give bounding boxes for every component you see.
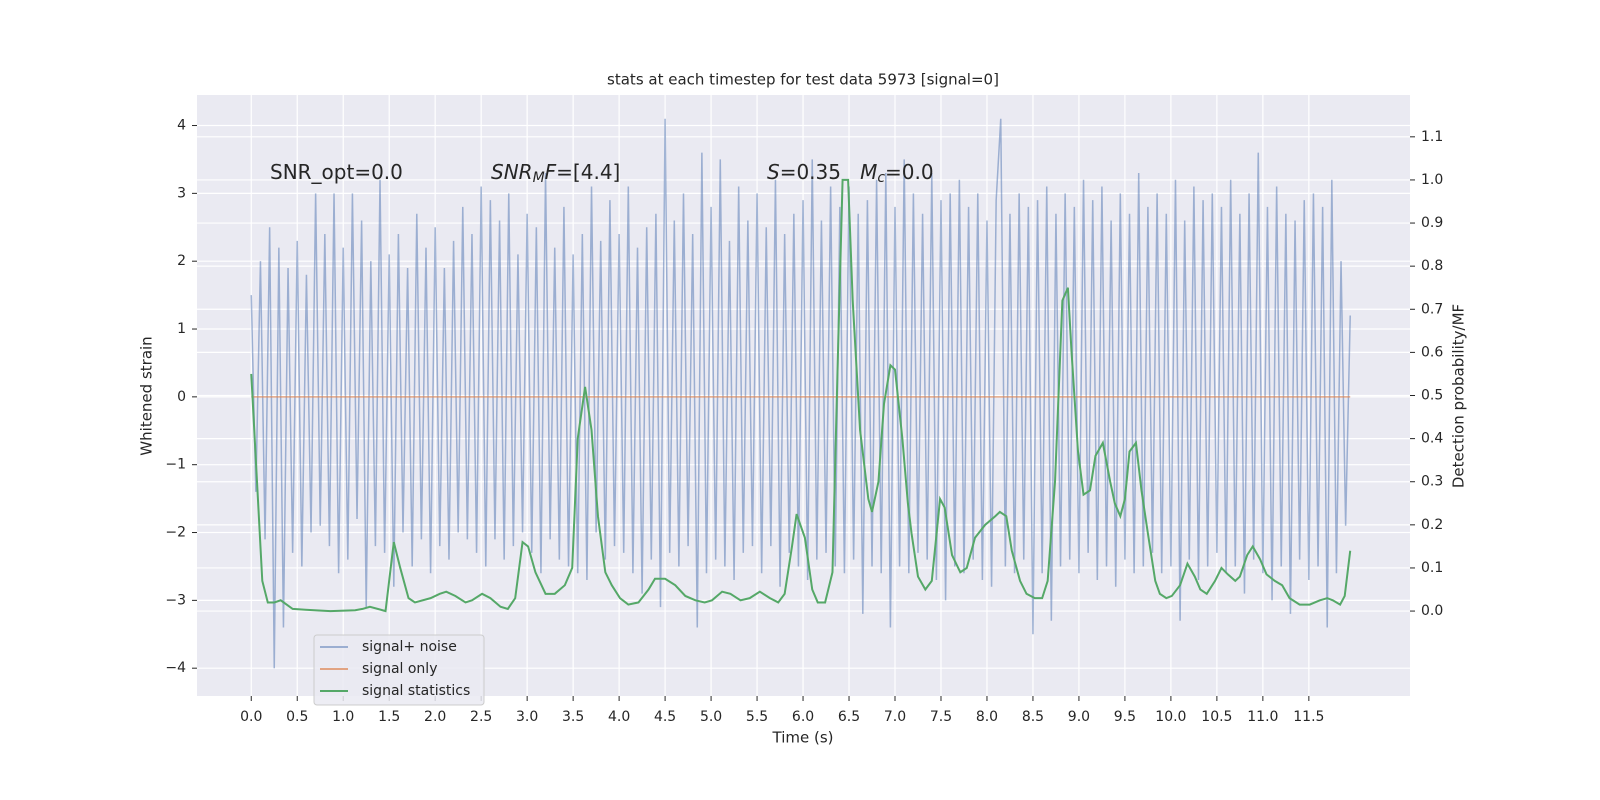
y-tick-label: 2 <box>177 253 186 269</box>
legend-label: signal only <box>362 661 437 677</box>
y2-tick-label: 0.1 <box>1421 560 1443 576</box>
x-tick-label: 6.5 <box>838 709 860 725</box>
y2-tick-label: 0.9 <box>1421 215 1443 231</box>
x-tick-label: 8.5 <box>1022 709 1044 725</box>
x-tick-label: 6.0 <box>792 709 814 725</box>
x-tick-label: 7.5 <box>930 709 952 725</box>
x-tick-label: 0.5 <box>286 709 308 725</box>
y-tick-label: −3 <box>165 592 186 608</box>
series-line <box>250 118 1351 669</box>
x-tick-label: 11.5 <box>1293 709 1324 725</box>
y2-tick-label: 0.8 <box>1421 258 1443 274</box>
legend: signal+ noise signal only signal statistic… <box>313 634 485 706</box>
chart-title: stats at each timestep for test data 597… <box>607 71 999 89</box>
y2-tick-label: 0.4 <box>1421 431 1443 447</box>
marks <box>250 118 1352 669</box>
y-tick-label: 4 <box>177 118 186 134</box>
y2-tick-label: 0.7 <box>1421 301 1443 317</box>
x-tick-label: 1.5 <box>378 709 400 725</box>
x-tick-label: 7.0 <box>884 709 906 725</box>
y2-tick-label: 0.2 <box>1421 517 1443 533</box>
annotation-part: M <box>860 160 877 184</box>
series-line <box>250 178 1352 613</box>
x-tick-label: 0.0 <box>240 709 262 725</box>
x-tick-label: 8.0 <box>976 709 998 725</box>
annotation-part: =0.0 <box>885 160 934 184</box>
annotation-part: SNR_opt=0.0 <box>270 160 403 184</box>
legend-box <box>313 634 485 706</box>
legend-label: signal+ noise <box>362 639 457 655</box>
y2-axis-label: Detection probability/MF <box>1450 304 1468 488</box>
annotation: SNRMF=[4.4] <box>491 160 620 187</box>
annotation-part: M <box>533 170 545 186</box>
x-tick-label: 10.0 <box>1155 709 1186 725</box>
y-tick-label: 3 <box>177 185 186 201</box>
y-tick-label: 0 <box>177 389 186 405</box>
x-tick-label: 4.0 <box>608 709 630 725</box>
x-tick-label: 4.5 <box>654 709 676 725</box>
annotation-part: S <box>767 160 780 184</box>
y-tick-label: 1 <box>177 321 186 337</box>
y2-tick-label: 0.3 <box>1421 474 1443 490</box>
y-tick-label: −1 <box>165 457 186 473</box>
annotation-part: SNR <box>491 160 533 184</box>
y2-tick-label: 0.5 <box>1421 388 1443 404</box>
y2-tick-label: 1.0 <box>1421 172 1443 188</box>
y-tick-label: −2 <box>165 525 186 541</box>
y-axis-label: Whitened strain <box>138 336 156 455</box>
annotation: SNR_opt=0.0 <box>270 160 403 184</box>
x-tick-label: 2.5 <box>470 709 492 725</box>
annotation-part: c <box>877 170 885 186</box>
x-axis-label: Time (s) <box>772 729 834 747</box>
x-tick-label: 11.0 <box>1247 709 1278 725</box>
annotation: S=0.35 Mc=0.0 <box>767 160 934 187</box>
y2-tick-label: 0.0 <box>1421 603 1443 619</box>
x-tick-label: 3.5 <box>562 709 584 725</box>
annotation-part: =[4.4] <box>556 160 620 184</box>
y2-tick-label: 0.6 <box>1421 344 1443 360</box>
x-tick-label: 5.5 <box>746 709 768 725</box>
axes: 0.0 0.5 1.0 1.5 2.0 2.5 3.0 3.5 4.0 4.5 5.0 5.5 6.0 6… <box>165 118 1443 725</box>
x-tick-label: 1.0 <box>332 709 354 725</box>
annotation-part: F <box>545 160 557 184</box>
legend-label: signal statistics <box>362 683 470 699</box>
x-tick-label: 9.5 <box>1114 709 1136 725</box>
x-tick-label: 3.0 <box>516 709 538 725</box>
x-tick-label: 5.0 <box>700 709 722 725</box>
x-tick-label: 10.5 <box>1201 709 1232 725</box>
y2-tick-label: 1.1 <box>1421 129 1443 145</box>
x-tick-label: 9.0 <box>1068 709 1090 725</box>
x-tick-label: 2.0 <box>424 709 446 725</box>
annotation-part: =0.35 <box>780 160 860 184</box>
y-tick-label: −4 <box>165 660 186 676</box>
